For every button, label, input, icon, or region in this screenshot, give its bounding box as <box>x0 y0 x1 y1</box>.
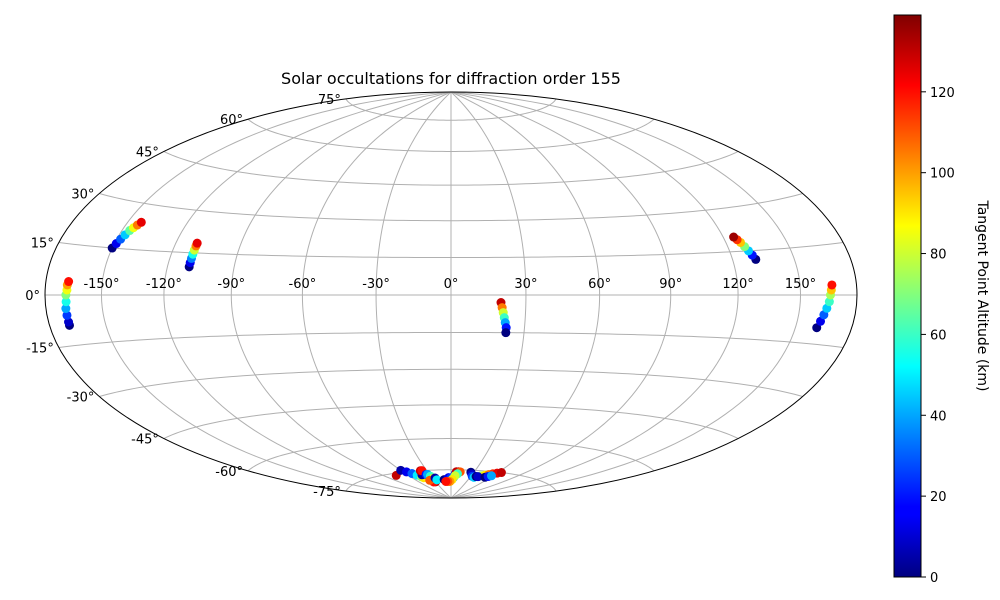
data-point <box>441 477 451 486</box>
data-point <box>486 471 496 481</box>
parallel-line <box>345 469 557 492</box>
data-point <box>501 328 511 338</box>
data-point <box>64 317 74 327</box>
colorbar-gradient <box>893 14 922 578</box>
latitude-tick-label: -75° <box>313 485 341 500</box>
data-points <box>61 217 837 487</box>
latitude-tick-label: 45° <box>136 145 159 160</box>
data-point <box>192 238 202 248</box>
colorbar-tick-label: 0 <box>930 571 938 586</box>
longitude-tick-label: 90° <box>659 277 682 292</box>
longitude-tick-label: 30° <box>514 277 537 292</box>
colorbar-tick-label: 100 <box>930 167 955 182</box>
data-point <box>729 232 739 242</box>
latitude-tick-label: -15° <box>26 342 54 357</box>
parallel-line <box>58 241 844 259</box>
latitude-tick-label: 15° <box>31 236 54 251</box>
data-point <box>827 280 837 290</box>
longitude-tick-label: -90° <box>217 277 245 292</box>
parallel-line <box>163 151 739 186</box>
parallel-line <box>163 404 739 439</box>
colorbar-tick-label: 20 <box>930 490 947 505</box>
longitude-tick-label: 60° <box>588 277 611 292</box>
parallel-line <box>58 331 844 349</box>
latitude-tick-labels: 75° 60° 45° 30° 15° 0° -15° -30° -45° -60° -75° <box>25 93 341 500</box>
colorbar-ticks: 0 20 40 60 80 100 120 <box>921 86 955 586</box>
map-outline <box>44 91 858 499</box>
colorbar-label: Tangent Point Altitude (km) <box>974 199 990 391</box>
data-point <box>62 310 72 320</box>
longitude-tick-label: -30° <box>362 277 390 292</box>
parallel-line <box>247 118 655 152</box>
latitude-tick-label: 30° <box>71 188 94 203</box>
latitude-tick-label: 0° <box>25 289 40 304</box>
data-point <box>473 472 483 482</box>
data-point <box>64 277 74 287</box>
data-point <box>136 217 146 227</box>
longitude-tick-label: 0° <box>444 277 459 292</box>
parallel-line <box>345 98 557 121</box>
data-point <box>432 475 442 485</box>
longitude-tick-labels: -150° -120° -90° -60° -30° 0° 30° 60° 90° 120° 150… <box>83 277 816 292</box>
latitude-tick-label: -30° <box>67 391 95 406</box>
colorbar-tick-label: 120 <box>930 86 955 101</box>
parallel-line <box>99 193 803 222</box>
colorbar-tick-label: 80 <box>930 248 947 263</box>
latitude-tick-label: -60° <box>215 465 243 480</box>
colorbar-tick-label: 60 <box>930 328 947 343</box>
longitude-tick-label: -150° <box>83 277 119 292</box>
data-point <box>61 297 71 307</box>
chart-title: Solar occultations for diffraction order… <box>281 69 621 88</box>
longitude-tick-label: -120° <box>146 277 182 292</box>
parallel-line <box>99 368 803 397</box>
parallel-line <box>247 438 655 472</box>
longitude-tick-label: 120° <box>722 277 753 292</box>
colorbar-tick-label: 40 <box>930 409 947 424</box>
map-grid <box>45 92 857 498</box>
latitude-tick-label: -45° <box>131 433 159 448</box>
latitude-tick-label: 75° <box>318 93 341 108</box>
latitude-tick-label: 60° <box>220 113 243 128</box>
longitude-tick-label: -60° <box>289 277 317 292</box>
data-point <box>496 468 506 478</box>
colorbar: 0 20 40 60 80 100 120 Tangent Point Altitude (… <box>893 14 990 586</box>
longitude-tick-label: 150° <box>785 277 816 292</box>
data-point <box>61 304 71 314</box>
data-point <box>824 297 834 307</box>
